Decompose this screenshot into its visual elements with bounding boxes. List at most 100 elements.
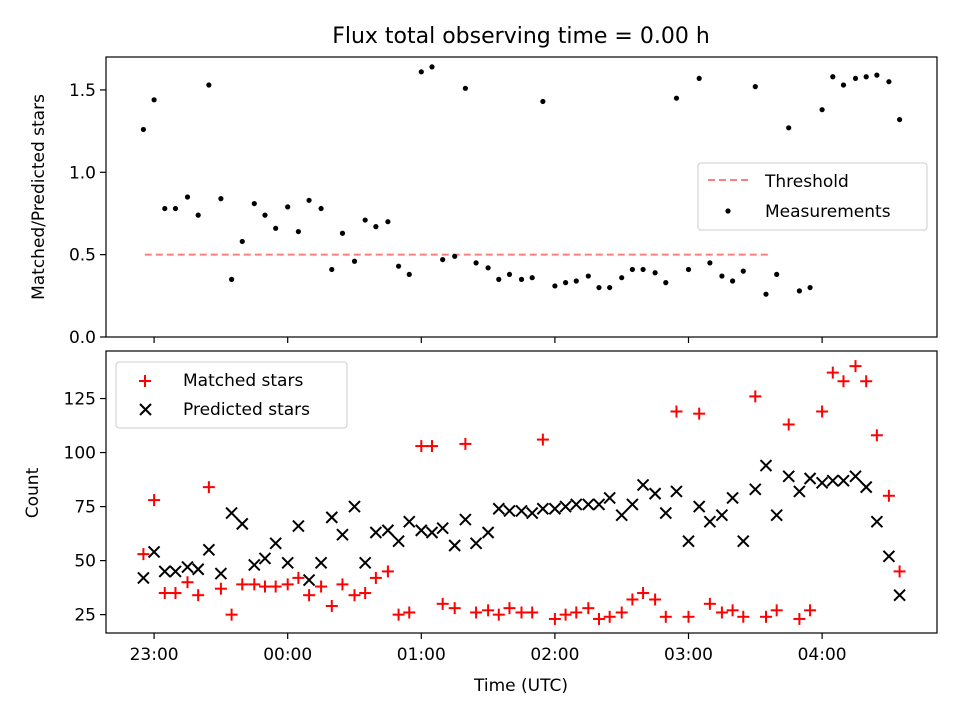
matched-star-marker [526, 606, 539, 619]
measurement-point [339, 230, 346, 236]
measurement-point [819, 107, 825, 113]
matched-star-marker [626, 593, 639, 606]
predicted-star-marker [615, 509, 628, 522]
top-y-axis-label: Matched/Predicted stars [29, 94, 49, 300]
bottom-legend-box [115, 361, 348, 429]
bottom-y-tick-label: 100 [64, 444, 96, 464]
matched-star-marker [670, 405, 683, 418]
measurement-point [852, 75, 859, 82]
measurement-point [652, 270, 658, 276]
matched-star-marker [637, 587, 650, 600]
bottom-panel: 25 50 75 100 125 23:00 00:00 01:00 02:00 03:00 04… [23, 350, 938, 696]
matched-star-marker [837, 375, 850, 388]
top-y-tick-label: 0.5 [69, 246, 96, 266]
predicted-star-marker [737, 534, 750, 548]
measurement-point [295, 228, 301, 235]
predicted-star-marker [269, 537, 282, 550]
measurement-point [506, 271, 513, 278]
measurement-point [552, 283, 558, 289]
bottom-legend: Matched stars Predicted stars [115, 361, 348, 429]
threshold-legend-label: Threshold [764, 172, 849, 192]
matched-star-marker [503, 602, 516, 615]
matched-star-marker [703, 597, 716, 610]
bottom-y-tick-label: 50 [74, 552, 96, 572]
top-x-ticks [153, 337, 823, 343]
matched-star-marker [570, 606, 583, 619]
predicted-star-marker [336, 528, 349, 541]
predicted-star-marker [859, 480, 873, 494]
measurement-point [285, 204, 291, 210]
measurements-legend-label: Measurements [765, 202, 891, 222]
predicted-star-marker [292, 519, 305, 533]
matched-star-marker [381, 565, 394, 578]
measurement-point [351, 258, 358, 264]
measurement-point [540, 98, 546, 105]
predicted-star-marker [448, 539, 461, 552]
measurement-point [840, 82, 847, 88]
matched-star-marker [536, 433, 549, 446]
predicted-star-marker [236, 517, 249, 531]
matched-star-marker [269, 580, 282, 593]
matched-star-marker [181, 576, 194, 589]
predicted-star-marker [314, 556, 328, 569]
x-tick-label: 04:00 [798, 645, 847, 665]
predicted-star-marker [515, 504, 528, 518]
measurement-point [863, 74, 869, 80]
matched-star-marker [870, 429, 883, 442]
predicted-star-marker [403, 515, 416, 528]
predicted-star-marker [726, 491, 739, 505]
matched-star-marker [804, 604, 817, 617]
matched-star-marker [603, 610, 616, 623]
measurements-legend-marker [725, 208, 731, 214]
matched-star-marker [693, 407, 706, 420]
predicted-star-marker [793, 485, 806, 498]
bottom-x-ticks: 23:00 00:00 01:00 02:00 03:00 04:00 [130, 633, 847, 665]
measurement-point [796, 288, 802, 294]
measurement-point [807, 284, 813, 291]
predicted-stars-layer [137, 459, 906, 602]
measurement-point [462, 85, 468, 91]
measurement-point [896, 116, 903, 123]
x-tick-label: 02:00 [530, 645, 579, 665]
measurement-point [585, 273, 591, 279]
measurement-point [740, 268, 746, 274]
predicted-star-marker [682, 534, 695, 548]
measurement-point [184, 194, 191, 200]
matched-star-marker [258, 580, 271, 593]
predicted-star-marker [147, 545, 161, 559]
predicted-star-marker [626, 498, 639, 511]
matched-star-marker [459, 437, 472, 450]
measurement-point [786, 125, 792, 131]
predicted-star-marker [302, 573, 316, 587]
measurement-point [418, 69, 424, 75]
matched-star-marker [448, 602, 461, 615]
matched-star-marker [749, 390, 762, 403]
measurement-point [151, 97, 157, 103]
predicted-star-marker [281, 556, 294, 569]
matched-star-marker [303, 589, 316, 602]
matched-star-marker [281, 578, 294, 591]
matched-star-marker [726, 604, 739, 617]
measurement-point [640, 266, 646, 273]
matched-star-marker [592, 612, 605, 625]
predicted-star-marker [137, 571, 150, 585]
measurement-point [262, 212, 268, 218]
matched-stars-layer [137, 360, 906, 625]
measurement-point [752, 84, 758, 90]
measurement-point [228, 276, 235, 282]
matched-star-marker [392, 608, 405, 621]
matched-star-marker [348, 589, 361, 602]
matched-legend-marker [139, 375, 151, 387]
measurement-point [362, 217, 368, 223]
predicted-star-marker [692, 500, 706, 513]
measurement-point [306, 197, 312, 203]
predicted-star-marker [782, 470, 795, 483]
matched-legend-label: Matched stars [183, 371, 303, 391]
predicted-star-marker [648, 487, 662, 500]
measurement-point [763, 291, 769, 297]
matched-star-marker [470, 606, 483, 619]
matched-star-marker [425, 440, 438, 453]
matched-star-marker [236, 578, 249, 591]
predicted-star-marker [826, 474, 839, 487]
